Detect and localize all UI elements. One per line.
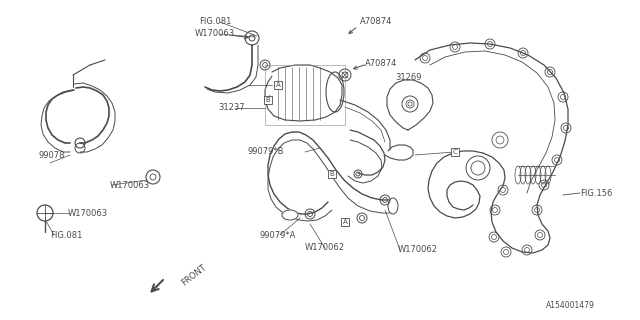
Text: W170062: W170062 bbox=[398, 245, 438, 254]
Ellipse shape bbox=[282, 210, 298, 220]
Text: B: B bbox=[330, 171, 334, 177]
Text: A70874: A70874 bbox=[360, 18, 392, 27]
Text: C: C bbox=[452, 149, 458, 155]
Text: W170063: W170063 bbox=[195, 29, 235, 38]
Ellipse shape bbox=[388, 198, 398, 214]
Text: A: A bbox=[342, 219, 348, 225]
Text: B: B bbox=[266, 97, 270, 103]
Text: 99078: 99078 bbox=[39, 150, 65, 159]
Text: A: A bbox=[276, 82, 280, 88]
Text: 99079*B: 99079*B bbox=[248, 148, 285, 156]
Text: FRONT: FRONT bbox=[180, 263, 209, 288]
Text: FIG.081: FIG.081 bbox=[199, 18, 231, 27]
Text: W170063: W170063 bbox=[68, 209, 108, 218]
Text: 31269: 31269 bbox=[395, 74, 422, 83]
Text: FIG.081: FIG.081 bbox=[50, 230, 83, 239]
Text: W170062: W170062 bbox=[305, 244, 345, 252]
Text: A70874: A70874 bbox=[365, 60, 397, 68]
Text: 99079*A: 99079*A bbox=[260, 230, 296, 239]
Text: W170063: W170063 bbox=[110, 180, 150, 189]
Text: 31237: 31237 bbox=[218, 103, 244, 113]
Text: FIG.156: FIG.156 bbox=[580, 188, 612, 197]
Text: A154001479: A154001479 bbox=[545, 301, 595, 310]
